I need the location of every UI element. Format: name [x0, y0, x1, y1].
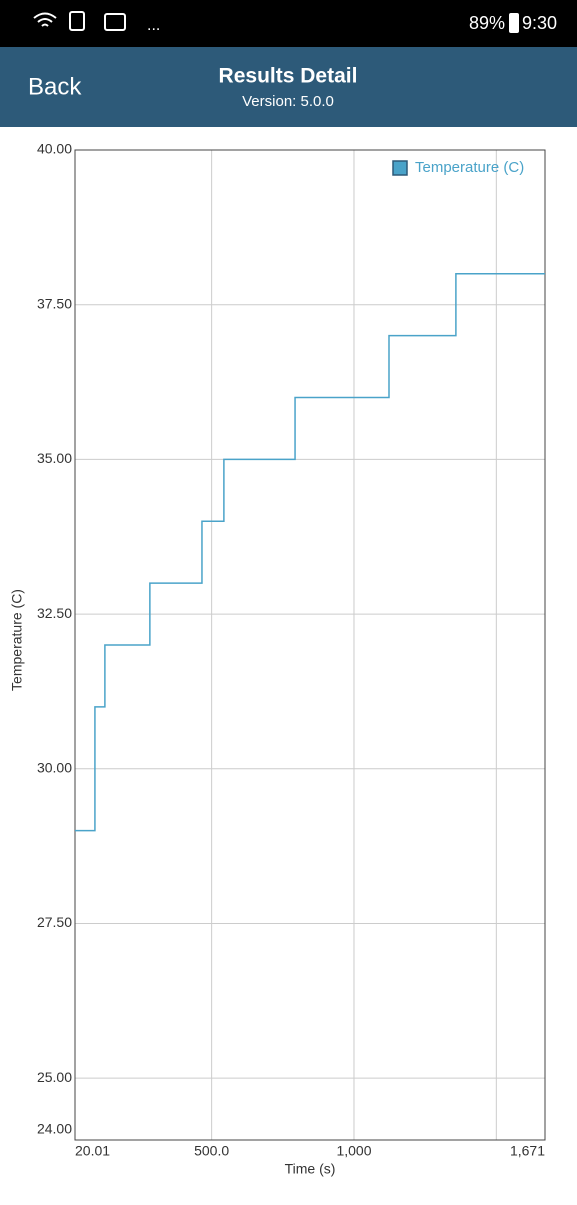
y-tick-label: 35.00 — [37, 450, 72, 466]
x-tick-label: 500.0 — [194, 1143, 229, 1159]
y-tick-label: 24.00 — [37, 1121, 72, 1137]
clock: 9:30 — [522, 13, 557, 33]
legend-label: Temperature (C) — [415, 159, 524, 176]
y-tick-label: 30.00 — [37, 759, 72, 775]
y-axis-label: Temperature (C) — [9, 589, 25, 691]
y-tick-label: 32.50 — [37, 605, 72, 621]
battery-level: 89% — [469, 13, 505, 33]
x-tick-label: 1,671 — [510, 1143, 545, 1159]
y-tick-label: 40.00 — [37, 141, 72, 157]
battery-icon — [509, 13, 519, 33]
legend-swatch — [392, 160, 408, 176]
back-button[interactable]: Back — [28, 73, 82, 100]
status-bar — [0, 0, 577, 47]
y-tick-label: 25.00 — [37, 1069, 72, 1085]
x-tick-label: 20.01 — [75, 1143, 110, 1159]
header-title: Results Detail — [219, 65, 358, 88]
header-subtitle: Version: 5.0.0 — [242, 93, 334, 110]
status-icons — [33, 11, 126, 31]
y-tick-label: 27.50 — [37, 914, 72, 930]
status-more: ... — [147, 17, 160, 34]
data-line — [75, 273, 545, 832]
plot-border — [74, 149, 546, 1141]
y-tick-label: 37.50 — [37, 295, 72, 311]
header-bar — [0, 47, 577, 127]
x-axis-label: Time (s) — [285, 1161, 336, 1177]
x-tick-label: 1,000 — [336, 1143, 371, 1159]
